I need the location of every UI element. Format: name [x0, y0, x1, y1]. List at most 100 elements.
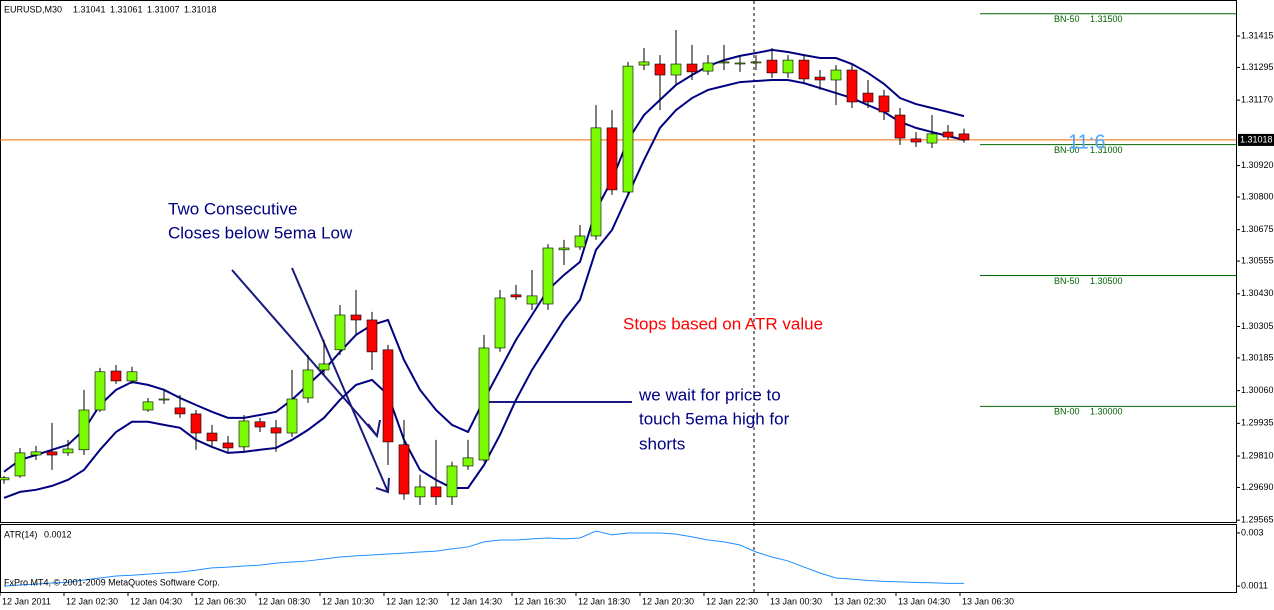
candle-body	[798, 59, 810, 80]
x-tick-label: 12 Jan 20:30	[642, 596, 694, 606]
candle-body	[894, 114, 906, 139]
x-tick-label: 13 Jan 00:30	[770, 596, 822, 606]
ema-line	[3, 78, 965, 499]
x-tick-label: 12 Jan 16:30	[514, 596, 566, 606]
candle-body	[766, 59, 778, 74]
candle-body	[190, 413, 202, 434]
y-tick-label: 1.30430	[1241, 288, 1274, 298]
candle-body	[446, 465, 458, 498]
annotation: Two Consecutive	[168, 199, 297, 218]
candle-body	[750, 61, 762, 64]
candle-body	[942, 131, 954, 138]
candle-body	[558, 247, 570, 251]
candle-body	[606, 127, 618, 191]
candle-body	[366, 319, 378, 353]
y-tick-label: 0.003	[1241, 527, 1264, 537]
candle-body	[270, 427, 282, 434]
y-tick-label: 0.0011	[1241, 580, 1268, 590]
candle-body	[30, 451, 42, 456]
x-tick-label: 13 Jan 04:30	[898, 596, 950, 606]
candle-body	[62, 448, 74, 454]
level-name: BN-50	[1054, 14, 1080, 24]
candle-body	[526, 295, 538, 305]
y-tick-label: 1.31295	[1241, 62, 1274, 72]
x-tick-label: 12 Jan 12:30	[386, 596, 438, 606]
candle-body	[910, 138, 922, 143]
y-tick-label: 1.30920	[1241, 160, 1274, 170]
arrow	[291, 267, 389, 493]
atr-panel-border	[0, 524, 1237, 593]
candle-body	[654, 63, 666, 76]
annotation: Stops based on ATR value	[623, 314, 823, 333]
candle-body	[158, 398, 170, 401]
arrows	[231, 267, 632, 494]
candle-body	[350, 314, 362, 321]
annotation: touch 5ema high for	[639, 409, 790, 428]
candle-body	[238, 420, 250, 448]
candle-body	[0, 477, 10, 481]
candle-body	[638, 61, 650, 66]
candle-body	[830, 69, 842, 81]
candle-body	[814, 76, 826, 81]
x-tick-label: 12 Jan 02:30	[66, 596, 118, 606]
atr-line	[3, 530, 964, 587]
y-tick-label: 1.29935	[1241, 418, 1274, 428]
candle-body	[430, 486, 442, 498]
x-tick-label: 12 Jan 18:30	[578, 596, 630, 606]
y-tick-label: 1.29810	[1241, 450, 1274, 460]
level-price: 1.30500	[1090, 276, 1123, 286]
candle-body	[622, 65, 634, 193]
y-tick-label: 1.30800	[1241, 191, 1274, 201]
y-tick-label: 1.31170	[1241, 95, 1273, 105]
x-tick-label: 12 Jan 14:30	[450, 596, 502, 606]
annotation: we wait for price to	[638, 385, 781, 404]
candle-body	[926, 133, 938, 144]
candle-body	[398, 444, 410, 495]
x-tick-label: 12 Jan 2011	[2, 596, 51, 606]
candle-body	[670, 63, 682, 76]
candle-body	[142, 401, 154, 411]
candle-body	[302, 369, 314, 399]
timer: 11:6	[1068, 131, 1105, 153]
annotation: Closes below 5ema Low	[168, 223, 353, 242]
atr-title: ATR(14)	[4, 529, 37, 539]
y-tick-label: 1.30185	[1241, 352, 1274, 362]
candle-body	[174, 407, 186, 415]
candle-body	[718, 61, 730, 64]
x-tick-label: 12 Jan 22:30	[706, 596, 758, 606]
candle-body	[14, 452, 26, 477]
candle-body	[206, 432, 218, 442]
candle-body	[126, 371, 138, 382]
candle-body	[46, 451, 58, 456]
y-tick-label: 1.30675	[1241, 224, 1274, 234]
candle-body	[782, 59, 794, 74]
level-price: 1.31500	[1090, 14, 1123, 24]
candle-body	[286, 398, 298, 434]
header-price: 1.31018	[184, 4, 217, 14]
candle-body	[686, 63, 698, 73]
x-tick-label: 12 Jan 04:30	[130, 596, 182, 606]
candle-body	[862, 92, 874, 103]
level-price: 1.31000	[1090, 145, 1123, 155]
symbol: EURUSD,M30	[4, 4, 62, 14]
candle-body	[510, 294, 522, 298]
candle-body	[462, 457, 474, 467]
y-tick-label: 1.30060	[1241, 385, 1274, 395]
candle-body	[382, 349, 394, 443]
candle-body	[94, 371, 106, 411]
y-tick-label: 1.31415	[1241, 30, 1274, 40]
candle-body	[878, 95, 890, 113]
level-name: BN-50	[1054, 276, 1080, 286]
level-price: 1.30000	[1090, 407, 1123, 417]
y-tick-label: 1.30305	[1241, 321, 1274, 331]
candle-body	[222, 442, 234, 449]
current-price-label: 1.31018	[1240, 134, 1273, 144]
y-tick-label: 1.29565	[1241, 515, 1274, 525]
header-price: 1.31007	[147, 4, 180, 14]
candle-body	[78, 409, 90, 451]
y-tick-label: 1.30555	[1241, 255, 1274, 265]
level-name: BN-00	[1054, 145, 1080, 155]
arrow-head	[375, 477, 390, 494]
